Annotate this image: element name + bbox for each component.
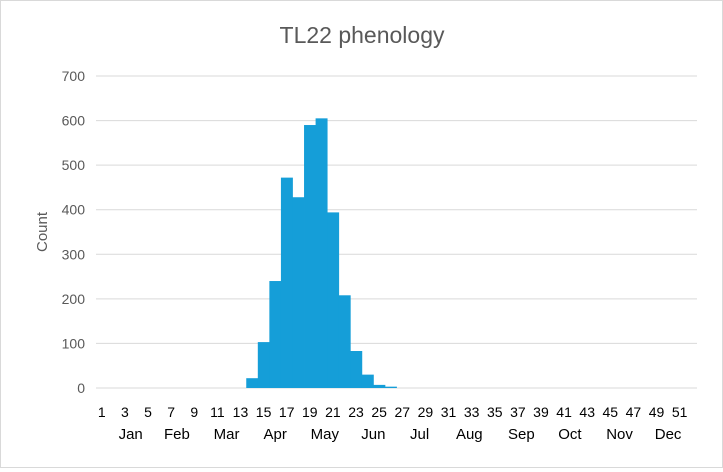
bar [246,378,259,388]
y-axis-label: Count [34,211,51,252]
x-tick-label: 15 [256,404,272,420]
x-tick-label: 37 [510,404,526,420]
bar [292,197,305,388]
x-tick-label: 3 [121,404,129,420]
x-tick-label: 31 [441,404,457,420]
x-tick-label: 7 [167,404,175,420]
x-tick-label: 45 [603,404,619,420]
bar [315,118,328,388]
month-labels: Jan Feb Mar Apr May Jun Jul Aug Sep Oct Nov Dec [119,426,682,443]
x-tick-label: 5 [144,404,152,420]
month-label: Apr [263,426,286,443]
month-label: Mar [214,426,240,443]
bars [246,118,397,389]
x-tick-label: 41 [556,404,572,420]
x-tick-label: 33 [464,404,480,420]
x-tick-label: 9 [190,404,198,420]
month-label: Feb [164,426,190,443]
month-label: May [311,426,340,443]
y-tick-label: 500 [62,157,86,173]
month-label: Sep [508,426,535,443]
x-tick-label: 47 [626,404,642,420]
y-tick-label: 600 [62,113,86,129]
x-tick-label: 13 [233,404,249,420]
x-tick-label: 1 [98,404,106,420]
x-tick-label: 43 [579,404,595,420]
y-tick-label: 0 [77,380,85,396]
x-tick-label: 17 [279,404,295,420]
x-tick-labels: 1 3 5 7 9 11 13 15 17 19 21 23 25 27 29 31 33 35 37 39 41 43 4… [98,404,688,420]
y-tick-label: 300 [62,246,86,262]
y-tick-labels: 0 100 200 300 400 500 600 700 [62,68,86,396]
bar [304,125,316,389]
bar [361,374,374,388]
month-label: Dec [655,426,682,443]
month-label: Aug [456,426,483,443]
bar [373,384,386,388]
gridlines [96,75,697,389]
x-tick-label: 21 [325,404,341,420]
x-tick-label: 19 [302,404,318,420]
x-tick-label: 51 [672,404,688,420]
y-tick-label: 100 [62,335,86,351]
chart-title: TL22 phenology [280,22,445,48]
x-tick-label: 25 [371,404,387,420]
bar [280,177,293,388]
x-tick-label: 11 [210,404,225,420]
month-label: Nov [606,426,633,443]
x-tick-label: 35 [487,404,503,420]
month-label: Jun [361,426,385,443]
x-tick-label: 27 [394,404,410,420]
bar [257,342,270,388]
month-label: Oct [558,426,582,443]
y-tick-label: 700 [62,68,86,84]
bar [269,281,282,388]
bar [338,295,351,388]
bar [350,351,363,388]
x-tick-label: 29 [418,404,434,420]
y-tick-label: 400 [62,202,86,218]
bar [384,386,397,388]
x-tick-label: 49 [649,404,665,420]
month-label: Jan [119,426,143,443]
bar [327,212,340,388]
month-label: Jul [410,426,429,443]
x-tick-label: 23 [348,404,364,420]
y-tick-label: 200 [62,291,86,307]
x-tick-label: 39 [533,404,549,420]
